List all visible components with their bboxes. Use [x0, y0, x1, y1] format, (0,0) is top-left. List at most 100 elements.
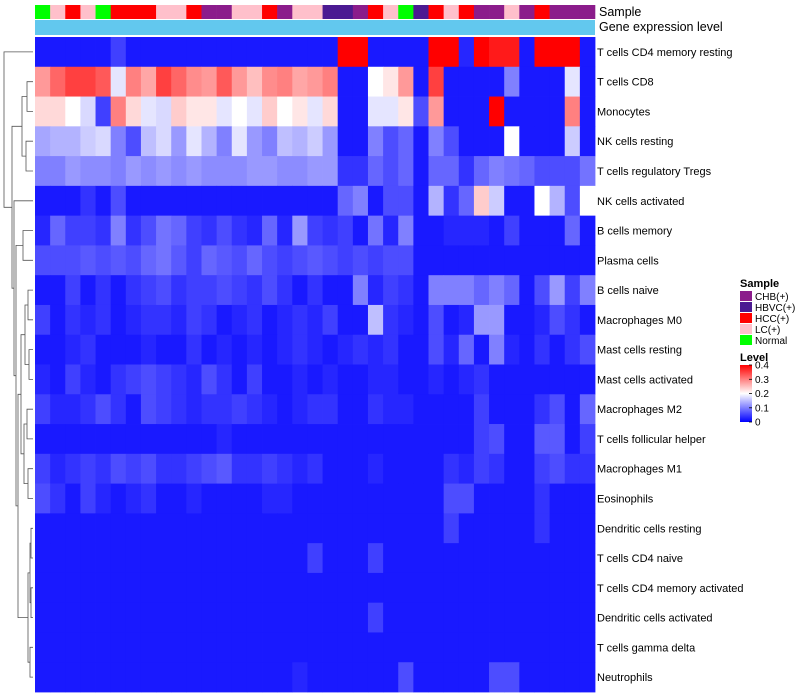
- sample-annotation-cell: [156, 5, 172, 19]
- heatmap-cell: [337, 572, 354, 604]
- heatmap-cell: [519, 364, 535, 395]
- heatmap-cell: [186, 275, 202, 306]
- heatmap-cell: [140, 334, 157, 365]
- heatmap-cell: [398, 513, 414, 544]
- heatmap-cell: [579, 275, 596, 306]
- heatmap-cell: [352, 334, 369, 365]
- heatmap-cell: [413, 185, 429, 217]
- heatmap-cell: [186, 572, 202, 604]
- heatmap-cell: [231, 37, 248, 68]
- heatmap-cell: [246, 185, 263, 217]
- heatmap-cell: [262, 275, 278, 306]
- heatmap-cell: [534, 572, 550, 604]
- heatmap-cell: [519, 275, 535, 306]
- heatmap-cell: [65, 334, 81, 365]
- heatmap-cell: [125, 215, 142, 246]
- row-label: T cells CD8: [597, 77, 654, 89]
- dendrogram-branch: [25, 140, 33, 172]
- heatmap-cell: [125, 275, 142, 306]
- row-labels: T cells CD4 memory resting T cells CD8 Mon…: [597, 47, 744, 684]
- heatmap-cell: [383, 185, 399, 217]
- heatmap-cell: [413, 662, 429, 693]
- heatmap-cell: [292, 364, 308, 395]
- heatmap-cell: [307, 424, 323, 455]
- heatmap-cell: [35, 572, 51, 604]
- heatmap-cell: [65, 37, 81, 68]
- heatmap-cell: [80, 364, 96, 395]
- heatmap-cell: [564, 126, 581, 157]
- heatmap-cell: [307, 66, 323, 97]
- heatmap-cell: [246, 275, 263, 306]
- heatmap-cell: [443, 334, 460, 365]
- heatmap-cell: [579, 215, 596, 246]
- heatmap-cell: [549, 424, 566, 455]
- heatmap-cell: [564, 364, 581, 395]
- heatmap-cell: [80, 37, 96, 68]
- heatmap-cell: [95, 453, 112, 484]
- heatmap-cell: [156, 275, 172, 306]
- heatmap-cell: [262, 662, 278, 693]
- heatmap-cell: [186, 126, 202, 157]
- heatmap-cell: [383, 424, 399, 455]
- heatmap-cell: [383, 37, 399, 68]
- heatmap-cell: [489, 96, 505, 127]
- heatmap-cell: [322, 275, 339, 306]
- heatmap-cell: [367, 543, 384, 574]
- heatmap-cell: [383, 304, 399, 336]
- heatmap-cell: [216, 364, 233, 395]
- heatmap-cell: [186, 215, 202, 246]
- heatmap-cell: [428, 66, 445, 97]
- heatmap-cell: [35, 394, 51, 425]
- heatmap-cell: [458, 364, 475, 395]
- heatmap-cell: [277, 572, 293, 604]
- heatmap-cell: [292, 394, 308, 425]
- heatmap-cell: [140, 424, 157, 455]
- heatmap-cell: [352, 572, 369, 604]
- heatmap-cell: [352, 483, 369, 514]
- heatmap-cell: [428, 215, 445, 246]
- heatmap-cell: [398, 632, 414, 663]
- heatmap-cell: [307, 334, 323, 365]
- heatmap-cell: [201, 156, 218, 187]
- heatmap-cell: [398, 185, 414, 217]
- heatmap-cell: [458, 662, 475, 693]
- heatmap-cell: [307, 215, 323, 246]
- heatmap-cell: [110, 66, 127, 97]
- heatmap-cell: [504, 245, 520, 276]
- row-label: T cells CD4 memory activated: [597, 583, 744, 595]
- heatmap-cell: [95, 275, 112, 306]
- heatmap-cell: [50, 245, 66, 276]
- heatmap-cell: [383, 66, 399, 97]
- heatmap-cell: [473, 126, 490, 157]
- sample-annotation-cell: [579, 5, 596, 19]
- heatmap-cell: [125, 662, 142, 693]
- heatmap-cell: [125, 632, 142, 663]
- heatmap-cell: [307, 602, 323, 633]
- heatmap-cell: [443, 66, 460, 97]
- heatmap-cell: [579, 632, 596, 663]
- row-dendrogram: [3, 51, 33, 678]
- heatmap-cell: [398, 602, 414, 633]
- track-label-gene-expression-level: Gene expression level: [599, 20, 723, 34]
- heatmap-cell: [519, 185, 535, 217]
- heatmap-cell: [383, 513, 399, 544]
- heatmap-cell: [140, 275, 157, 306]
- heatmap-cell: [383, 602, 399, 633]
- heatmap-cell: [504, 334, 520, 365]
- heatmap-cell: [156, 543, 172, 574]
- heatmap-cell: [186, 245, 202, 276]
- heatmap-cell: [140, 572, 157, 604]
- sample-annotation-cell: [246, 5, 263, 19]
- heatmap-cell: [519, 156, 535, 187]
- heatmap-cell: [534, 602, 550, 633]
- row-label: T cells regulatory Tregs: [597, 166, 712, 178]
- heatmap-cell: [50, 424, 66, 455]
- heatmap-cell: [110, 334, 127, 365]
- heatmap-cell: [534, 126, 550, 157]
- heatmap-cell: [322, 572, 339, 604]
- heatmap-cell: [171, 662, 187, 693]
- sample-annotation-cell: [458, 5, 475, 19]
- heatmap-cell: [292, 304, 308, 336]
- heatmap-cell: [65, 156, 81, 187]
- heatmap-cell: [277, 662, 293, 693]
